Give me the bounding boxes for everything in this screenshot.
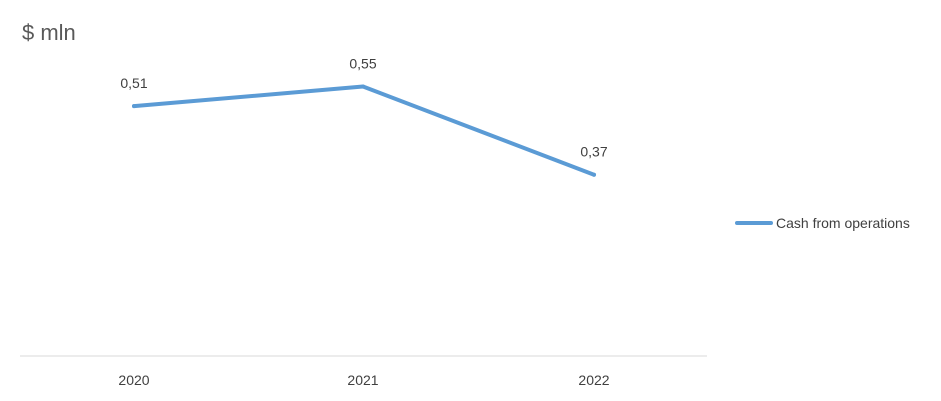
- x-tick-label: 2022: [578, 372, 609, 388]
- data-label: 0,37: [580, 144, 607, 160]
- data-label: 0,55: [349, 56, 376, 72]
- x-tick-label: 2020: [118, 372, 149, 388]
- data-label: 0,51: [120, 75, 147, 91]
- series-line-cash-from-operations: [132, 84, 596, 177]
- legend: Cash from operations: [735, 215, 910, 231]
- unit-title: $ mln: [22, 20, 76, 45]
- data-point: [361, 84, 365, 89]
- x-tick-label: 2021: [347, 372, 378, 388]
- data-point: [592, 172, 596, 177]
- data-point: [132, 104, 136, 109]
- legend-label: Cash from operations: [776, 215, 910, 231]
- legend-swatch: [735, 221, 773, 225]
